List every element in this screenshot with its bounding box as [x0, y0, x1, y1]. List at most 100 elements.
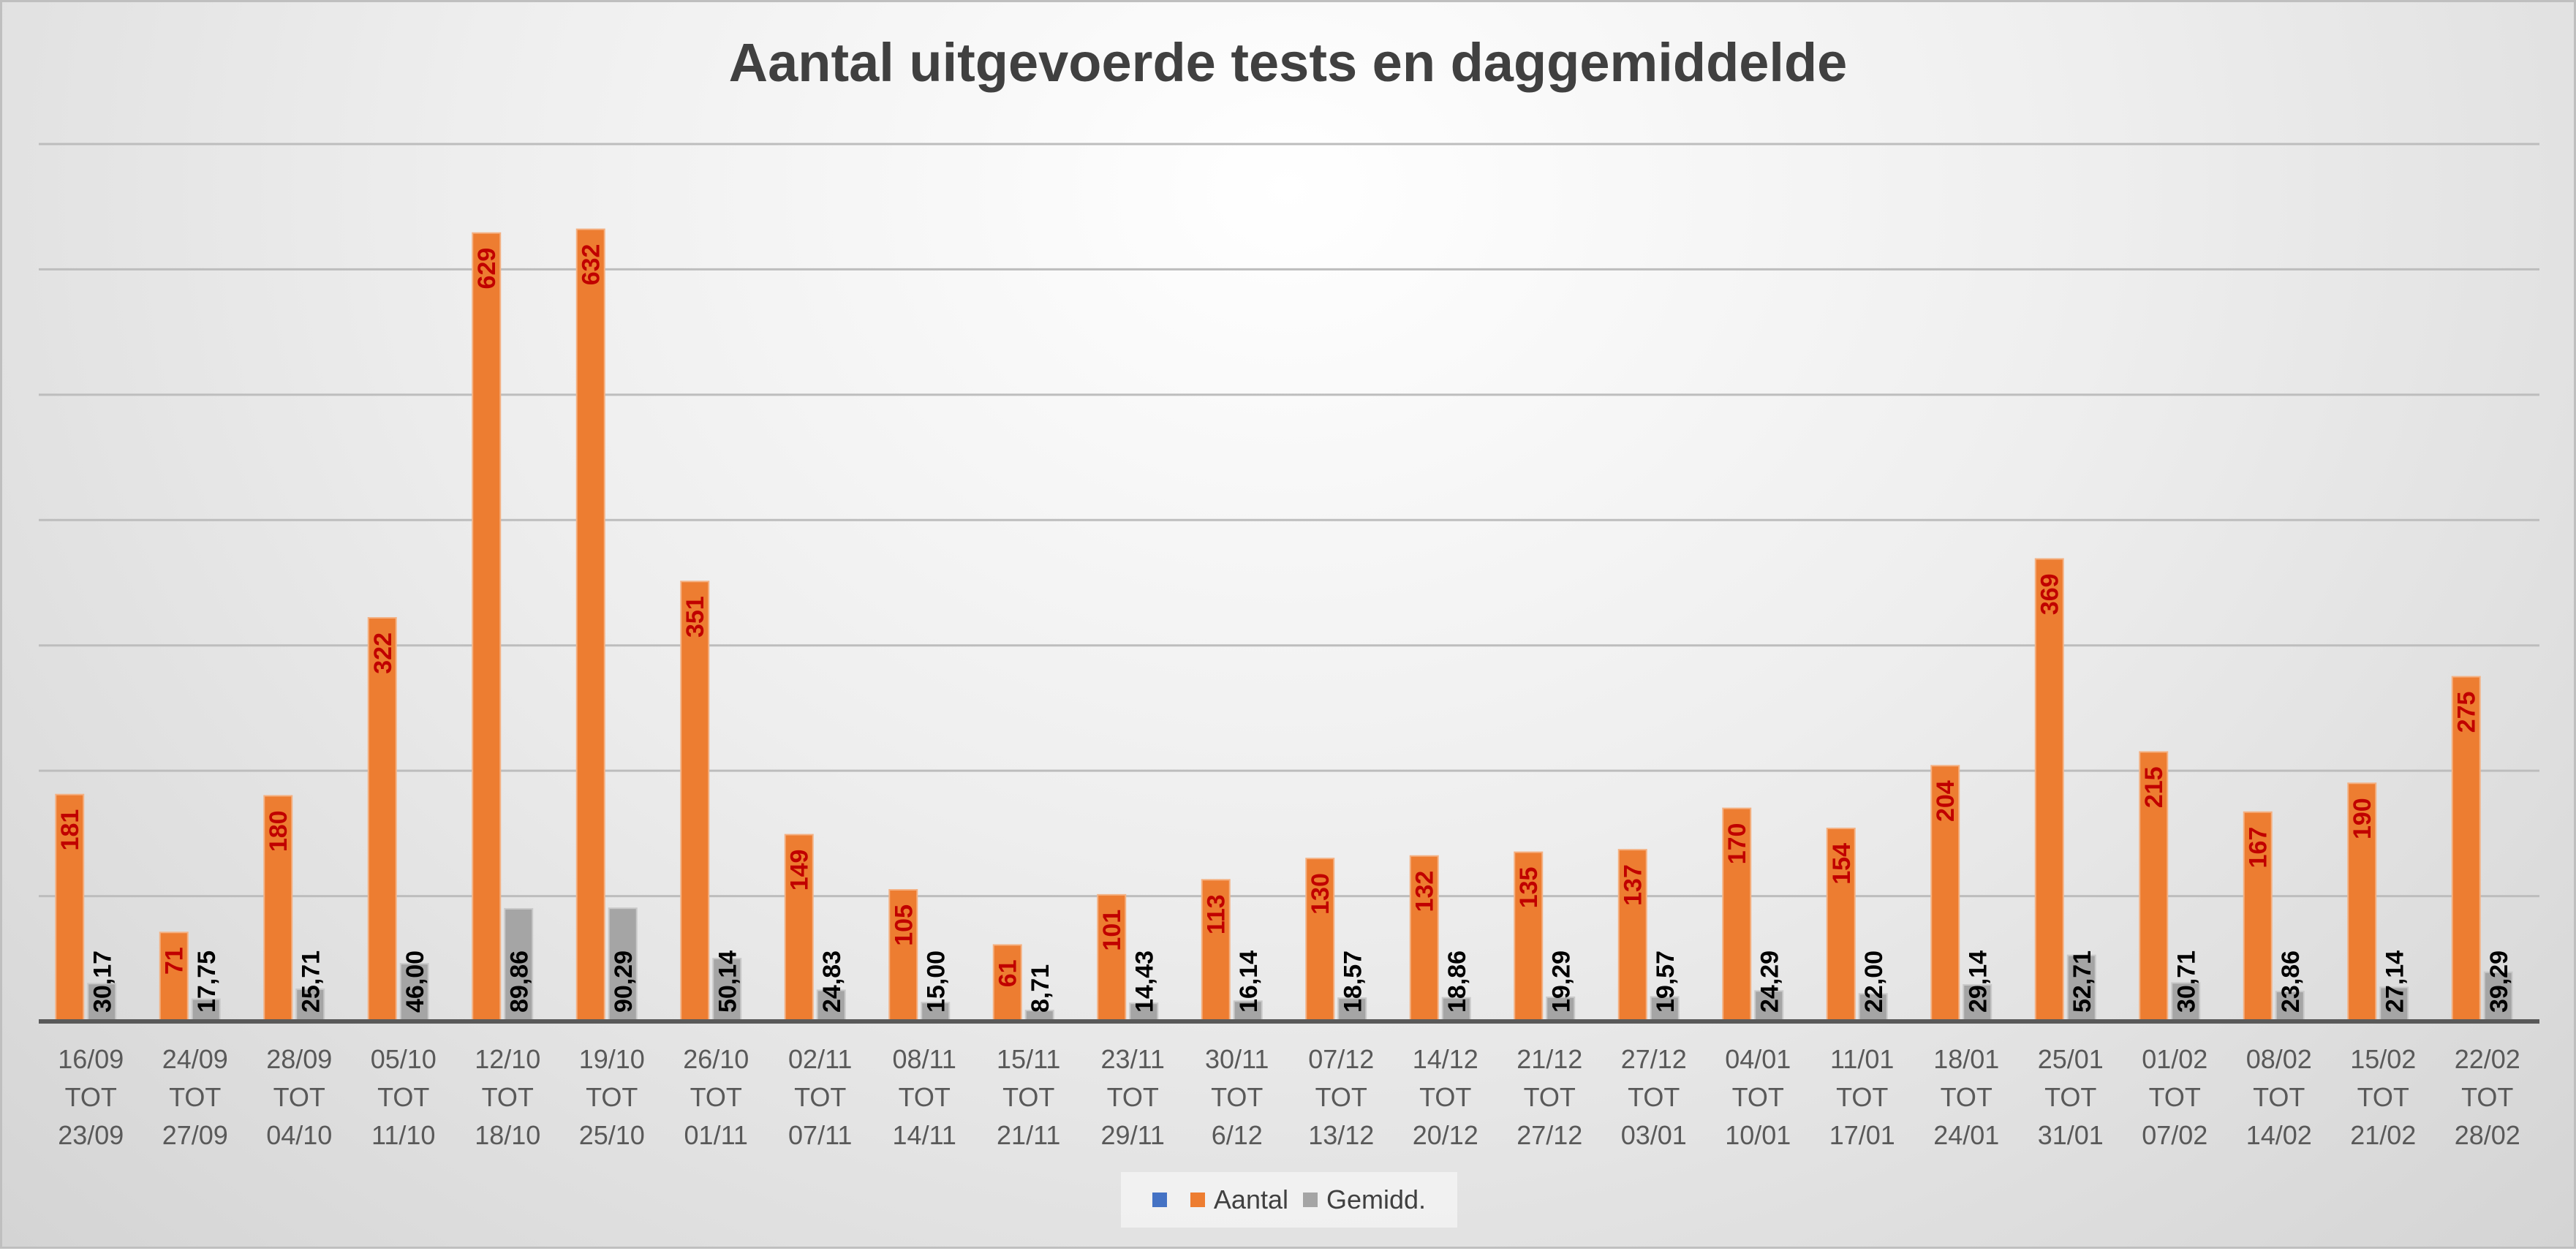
data-label-aantal: 61 — [994, 959, 1022, 987]
x-tick-label: 13/12 — [1308, 1120, 1374, 1150]
data-label-gemidd: 18,57 — [1339, 950, 1367, 1013]
x-tick-label: 19/10 — [579, 1044, 645, 1074]
x-tick-label: 02/11 — [788, 1044, 852, 1074]
x-tick-label: 14/11 — [893, 1120, 956, 1150]
data-label-aantal: 351 — [681, 596, 709, 638]
x-tick-label: 17/01 — [1829, 1120, 1895, 1150]
x-tick-label: 23/09 — [58, 1120, 124, 1150]
bar-aantal — [1514, 851, 1544, 1022]
x-tick-label: TOT — [1732, 1082, 1784, 1112]
data-label-gemidd: 90,29 — [610, 950, 638, 1013]
data-label-aantal: 149 — [786, 850, 814, 891]
data-label-gemidd: 39,29 — [2485, 950, 2513, 1013]
x-tick-label: 31/01 — [2038, 1120, 2104, 1150]
bar-gemidd — [399, 963, 429, 1022]
data-label-gemidd: 52,71 — [2069, 950, 2096, 1013]
bar-aantal — [367, 617, 397, 1022]
bar-aantal — [263, 795, 293, 1023]
bar-aantal — [2243, 811, 2273, 1022]
x-tick-label: 18/10 — [475, 1120, 540, 1150]
data-label-gemidd: 19,29 — [1547, 950, 1575, 1013]
data-label-gemidd: 89,86 — [505, 950, 533, 1013]
data-label-aantal: 137 — [1620, 864, 1647, 906]
data-label-gemidd: 46,00 — [401, 950, 429, 1013]
x-tick-label: TOT — [1941, 1082, 1993, 1112]
x-tick-label: 26/10 — [683, 1044, 749, 1074]
x-tick-label: TOT — [2461, 1082, 2513, 1112]
data-label-gemidd: 30,17 — [88, 950, 116, 1013]
data-label-aantal: 130 — [1307, 873, 1334, 915]
x-tick-label: TOT — [1836, 1082, 1888, 1112]
bar-aantal — [680, 581, 710, 1022]
data-label-gemidd: 22,00 — [1860, 950, 1888, 1013]
data-label-gemidd: 18,86 — [1443, 950, 1471, 1013]
bar-aantal — [1305, 858, 1335, 1022]
bar-gemidd — [1129, 1002, 1159, 1022]
bar-aantal — [1722, 807, 1752, 1022]
x-tick-label: 24/09 — [162, 1044, 228, 1074]
x-tick-label: 27/12 — [1516, 1120, 1582, 1150]
legend-swatch-aantal — [1190, 1193, 1205, 1207]
bar-gemidd — [712, 958, 742, 1022]
data-label-aantal: 629 — [473, 248, 501, 290]
x-tick-label: TOT — [482, 1082, 534, 1112]
data-label-aantal: 154 — [1828, 843, 1856, 885]
data-label-gemidd: 23,86 — [2277, 950, 2305, 1013]
data-label-gemidd: 24,83 — [818, 950, 846, 1013]
data-label-aantal: 167 — [2245, 827, 2273, 869]
data-label-gemidd: 16,14 — [1235, 950, 1263, 1013]
x-tick-label: 14/12 — [1413, 1044, 1478, 1074]
x-tick-label: 10/01 — [1725, 1120, 1791, 1150]
x-tick-label: 11/10 — [371, 1120, 435, 1150]
x-tick-label: 11/01 — [1830, 1044, 1894, 1074]
data-label-gemidd: 15,00 — [922, 950, 950, 1013]
x-tick-label: TOT — [690, 1082, 742, 1112]
x-tick-label: TOT — [377, 1082, 429, 1112]
data-label-gemidd: 25,71 — [297, 950, 325, 1013]
bar-aantal — [159, 931, 189, 1023]
data-label-aantal: 190 — [2349, 798, 2376, 839]
data-label-aantal: 322 — [369, 632, 397, 674]
x-tick-label: TOT — [899, 1082, 951, 1112]
bar-aantal — [2451, 676, 2481, 1022]
x-tick-label: 24/01 — [1933, 1120, 1999, 1150]
x-tick-label: 28/02 — [2455, 1120, 2520, 1150]
legend-label-gemidd: Gemidd. — [1326, 1184, 1427, 1214]
data-label-gemidd: 29,14 — [1964, 950, 1992, 1013]
bar-aantal — [2139, 751, 2169, 1023]
x-tick-label: 03/01 — [1621, 1120, 1687, 1150]
x-tick-label: 23/11 — [1101, 1044, 1165, 1074]
x-tick-label: TOT — [2149, 1082, 2201, 1112]
x-tick-label: TOT — [2357, 1082, 2409, 1112]
x-tick-label: 20/12 — [1413, 1120, 1478, 1150]
x-tick-label: 18/01 — [1933, 1044, 1999, 1074]
legend-item-blank — [1152, 1193, 1176, 1207]
bar-aantal — [2034, 558, 2064, 1022]
x-tick-label: TOT — [169, 1082, 221, 1112]
bar-gemidd — [1650, 996, 1680, 1022]
x-tick-label: TOT — [1419, 1082, 1471, 1112]
x-tick-label: 07/02 — [2142, 1120, 2207, 1150]
data-label-aantal: 204 — [1932, 780, 1960, 822]
x-tick-label: 30/11 — [1205, 1044, 1269, 1074]
legend-swatch-gemidd — [1303, 1193, 1318, 1207]
legend-item-aantal: Aantal — [1190, 1184, 1288, 1215]
x-tick-label: TOT — [2044, 1082, 2096, 1112]
x-tick-label: TOT — [586, 1082, 638, 1112]
chart-title: Aantal uitgevoerde tests en daggemiddeld… — [728, 32, 1848, 93]
x-tick-label: 07/11 — [788, 1120, 852, 1150]
x-tick-label: 08/02 — [2246, 1044, 2312, 1074]
data-label-aantal: 180 — [265, 810, 292, 852]
x-tick-label: 15/11 — [997, 1044, 1060, 1074]
bar-aantal — [1201, 879, 1231, 1023]
bar-gemidd — [87, 983, 117, 1023]
data-label-gemidd: 30,71 — [2172, 950, 2200, 1013]
x-tick-label: TOT — [273, 1082, 325, 1112]
x-tick-label: TOT — [1628, 1082, 1680, 1112]
data-label-gemidd: 17,75 — [193, 950, 221, 1013]
x-tick-label: 27/09 — [162, 1120, 228, 1150]
x-tick-label: 28/09 — [266, 1044, 332, 1074]
bar-gemidd — [1546, 996, 1576, 1022]
